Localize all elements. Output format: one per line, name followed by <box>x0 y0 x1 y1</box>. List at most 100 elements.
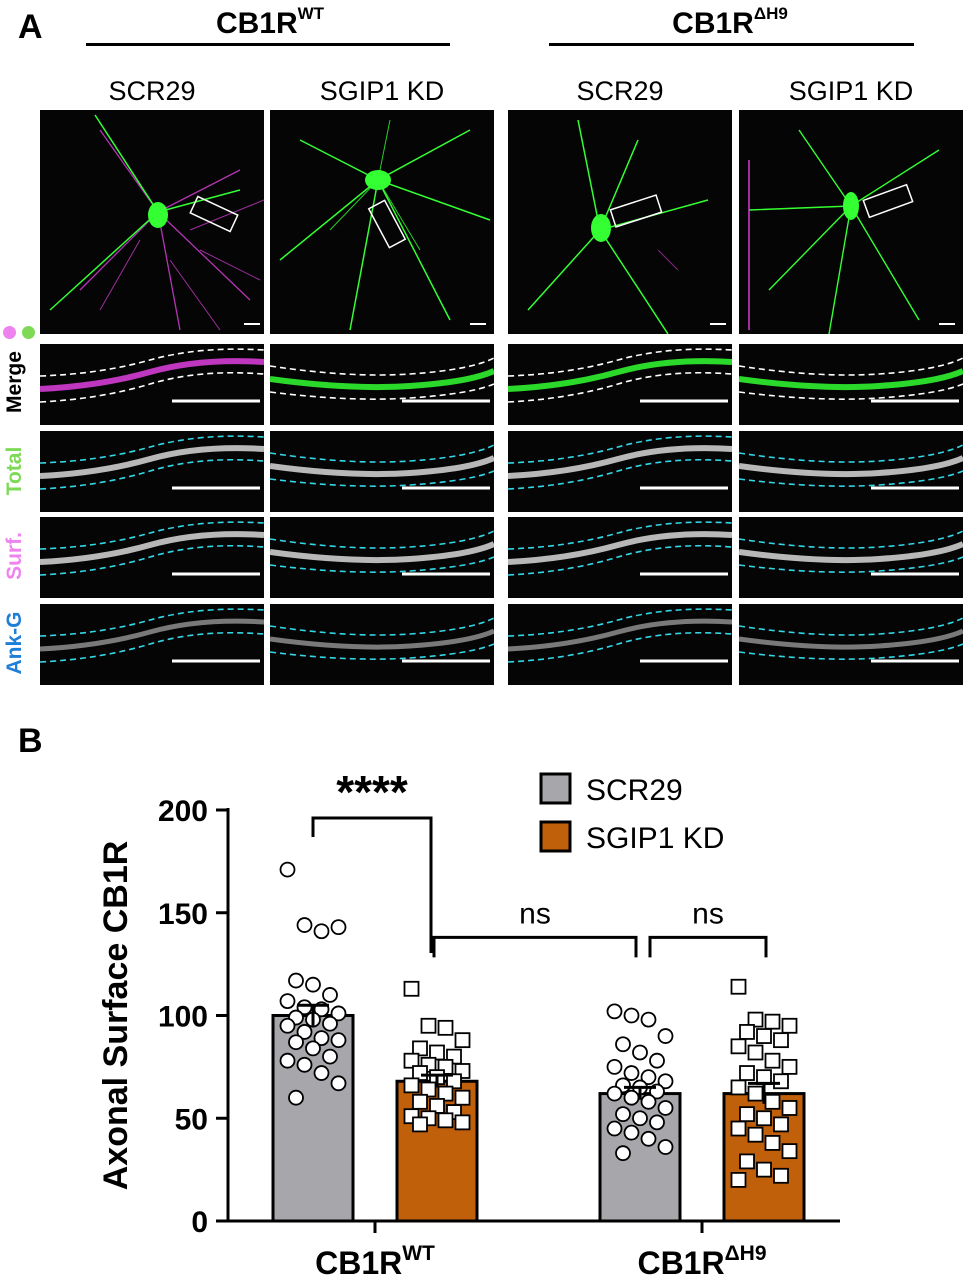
data-point <box>756 1161 772 1178</box>
significance-bracket <box>311 816 433 953</box>
y-tick-label: 0 <box>191 1206 208 1239</box>
green-dot-icon <box>22 326 35 339</box>
data-point <box>649 1052 665 1069</box>
data-point <box>429 1098 445 1114</box>
data-point <box>330 919 347 936</box>
data-point <box>454 1114 471 1131</box>
data-point <box>773 1167 789 1184</box>
y-tick-label: 100 <box>158 1001 208 1034</box>
data-point <box>640 1130 657 1147</box>
y-tick-label: 200 <box>158 795 208 828</box>
data-point <box>773 1073 789 1090</box>
data-point <box>437 1085 454 1102</box>
data-point <box>764 1013 781 1030</box>
data-point <box>781 1017 798 1034</box>
column-label-1: SCR29 <box>108 76 196 106</box>
data-point <box>454 1089 471 1106</box>
data-point <box>781 1143 798 1160</box>
data-point <box>747 1011 764 1028</box>
data-point <box>623 1007 640 1024</box>
column-label-2: SGIP1 KD <box>319 76 445 106</box>
data-point <box>640 1011 657 1028</box>
zoom-image-merge-3 <box>508 344 732 425</box>
data-point <box>446 1073 462 1090</box>
row-label-merge: Merge <box>3 351 26 413</box>
data-point <box>454 1032 471 1049</box>
row-label-surf: Surf. <box>3 532 26 580</box>
data-point <box>403 1077 420 1094</box>
data-point <box>657 1139 674 1155</box>
data-point <box>657 1100 674 1116</box>
data-point <box>764 1135 781 1151</box>
data-point <box>739 1106 755 1123</box>
data-point <box>437 1019 454 1036</box>
legend-swatch <box>539 820 572 853</box>
data-point <box>288 972 304 989</box>
data-point <box>305 1040 321 1057</box>
data-point <box>412 1040 428 1057</box>
legend-label: SGIP1 KD <box>586 822 724 855</box>
data-point <box>657 1073 674 1090</box>
data-point <box>330 1032 347 1049</box>
y-tick-label: 150 <box>158 898 208 931</box>
data-point <box>322 1015 338 1032</box>
y-axis-title: Axonal Surface CB1R <box>97 841 135 1191</box>
data-point <box>322 1048 338 1065</box>
significance-bracket <box>432 935 638 958</box>
overview-image-wt-kd <box>270 110 494 334</box>
significance-label: **** <box>336 766 408 818</box>
group-line-wt <box>86 43 450 46</box>
data-point <box>305 976 321 993</box>
zoom-image-total-4 <box>739 431 963 512</box>
significance-bracket <box>648 935 768 958</box>
data-point <box>330 1005 347 1022</box>
data-point <box>403 1052 420 1069</box>
group-title-dh9-base: CB1R <box>672 7 754 40</box>
data-point <box>322 987 338 1003</box>
data-point <box>773 1116 789 1133</box>
row-label-total: Total <box>3 446 26 496</box>
data-point <box>288 1034 304 1051</box>
data-point <box>403 980 420 997</box>
data-point <box>279 861 296 878</box>
data-point <box>623 1065 640 1081</box>
zoom-image-surf-4 <box>739 517 963 598</box>
data-point <box>296 917 313 933</box>
y-tick-label: 50 <box>175 1103 208 1136</box>
data-point <box>756 1028 772 1044</box>
column-label-4: SGIP1 KD <box>788 76 914 106</box>
data-point <box>412 1093 428 1110</box>
legend-label: SCR29 <box>586 774 683 807</box>
zoom-image-merge-1 <box>40 344 264 425</box>
data-point <box>313 923 330 940</box>
magenta-dot-icon <box>3 326 16 339</box>
data-point <box>330 1075 347 1092</box>
panel-a-letter: A <box>18 8 43 46</box>
data-point <box>429 1044 445 1061</box>
zoom-image-ankg-1 <box>40 604 264 685</box>
zoom-image-surf-1 <box>40 517 264 598</box>
data-point <box>296 1024 313 1040</box>
bar-chart-svg: 0 50 100 150 200 Axonal Surface CB1R CB1RWT CB1… <box>97 766 840 1281</box>
data-point <box>606 1003 623 1020</box>
data-point <box>615 1036 631 1053</box>
data-point <box>747 1126 764 1143</box>
group-title-dh9-sup: ΔH9 <box>753 4 788 23</box>
data-point <box>730 1038 747 1055</box>
data-point <box>773 1032 789 1049</box>
data-point <box>623 1124 640 1141</box>
data-point <box>640 1093 657 1110</box>
data-point <box>632 1044 648 1061</box>
group-title-wt-base: CB1R <box>215 7 298 40</box>
data-point <box>412 1116 428 1133</box>
group-title-dh9: CB1RΔH9 <box>610 4 850 41</box>
group-line-dh9 <box>549 43 914 46</box>
data-point <box>279 1052 296 1069</box>
data-point <box>739 1024 755 1040</box>
data-point <box>606 1058 623 1075</box>
significance-label: ns <box>692 897 724 930</box>
data-point <box>632 1110 648 1127</box>
x-group-label: CB1RΔH9 <box>637 1242 766 1280</box>
data-point <box>764 1052 781 1069</box>
zoom-image-merge-4 <box>739 344 963 425</box>
